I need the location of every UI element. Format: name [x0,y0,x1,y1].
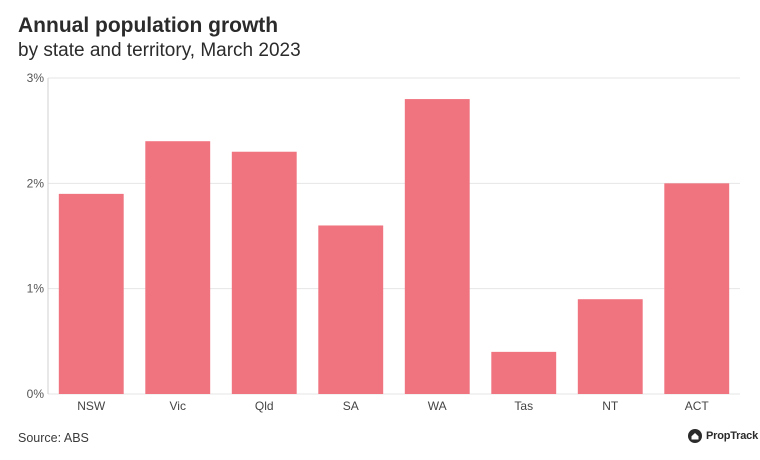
bar-vic [145,141,211,394]
brand-name: PropTrack [706,430,759,442]
brand-logo: PropTrack [688,429,758,443]
x-tick-label: NT [602,399,619,413]
bar-act [664,183,730,394]
y-tick-label: 0% [27,387,45,401]
house-logo-icon [688,429,702,443]
chart-title: Annual population growth [18,14,279,37]
y-tick-label: 2% [27,176,45,190]
bar-wa [404,99,470,395]
x-tick-label: SA [343,399,359,413]
y-tick-label: 1% [27,282,45,296]
chart-subtitle: by state and territory, March 2023 [18,40,301,61]
x-tick-label: WA [428,399,447,413]
source-note: Source: ABS [18,431,89,445]
bar-qld [231,151,297,394]
bar-sa [318,225,384,394]
x-tick-label: Tas [514,399,533,413]
y-tick-label: 3% [27,71,45,85]
bar-nt [577,299,643,394]
bar-nsw [58,193,124,394]
bar-tas [491,351,557,394]
x-tick-label: Vic [170,399,186,413]
x-tick-label: NSW [77,399,106,413]
x-tick-label: ACT [685,399,710,413]
x-tick-label: Qld [255,399,274,413]
